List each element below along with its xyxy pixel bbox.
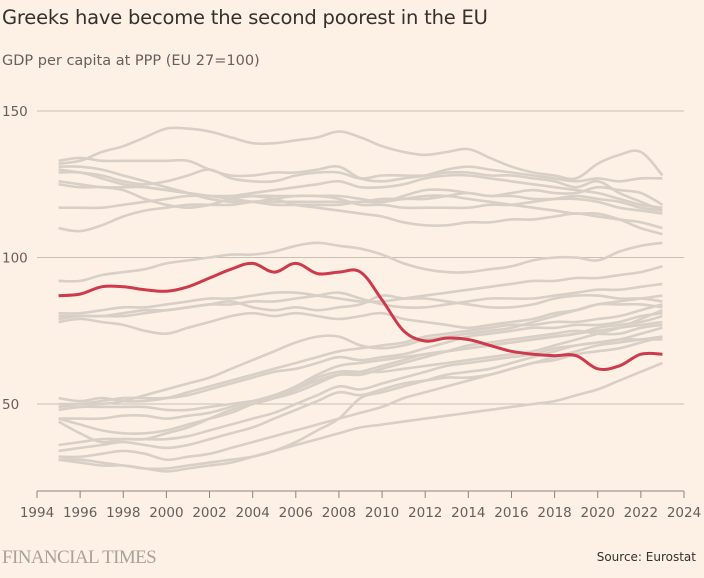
x-tick-label: 1996	[63, 505, 97, 521]
series-line-other-20	[57, 323, 663, 444]
x-tick-label: 2000	[149, 505, 183, 521]
x-tick-label: 2010	[365, 505, 399, 521]
x-tick-label: 2022	[624, 505, 658, 521]
x-tick-label: 2020	[581, 505, 615, 521]
x-tick-label: 2004	[235, 505, 269, 521]
series-line-other-24	[58, 337, 663, 471]
chart-subtitle: GDP per capita at PPP (EU 27=100)	[2, 53, 260, 69]
series-line-other-7	[58, 183, 663, 212]
series-line-other-10	[58, 241, 663, 283]
series-line-other-13	[58, 293, 663, 321]
x-tick-label: 2006	[279, 505, 313, 521]
series-line-other-25	[58, 361, 663, 473]
x-tick-label: 2018	[537, 505, 571, 521]
x-tick-label: 1994	[20, 505, 54, 521]
y-tick-label: 50	[2, 397, 19, 413]
y-axis: 50 100 150	[2, 104, 28, 413]
y-tick-label: 100	[2, 251, 28, 267]
x-tick-label: 2002	[192, 505, 226, 521]
series-line-other-22	[58, 335, 663, 453]
financial-times-logo: FINANCIAL TIMES	[2, 547, 157, 568]
other-countries-series	[57, 126, 664, 473]
chart-title: Greeks have become the second poorest in…	[2, 6, 488, 29]
y-tick-label: 150	[2, 104, 28, 120]
x-axis: 1994 1996 1998 2000 2002 2004 2006 2008 2010 2012…	[20, 490, 701, 521]
series-line-other-19	[58, 314, 663, 421]
greece-series	[58, 261, 663, 372]
x-tick-label: 2012	[408, 505, 442, 521]
series-line-greece	[58, 261, 663, 372]
series-line-other-3	[58, 165, 664, 206]
series-line-other-1	[58, 126, 664, 181]
x-tick-label: 1998	[106, 505, 140, 521]
series-line-other-15	[58, 302, 663, 406]
series-line-other-17	[58, 311, 663, 409]
source-note: Source: Eurostat	[596, 550, 696, 564]
x-tick-label: 2024	[667, 505, 701, 521]
series-line-other-4	[58, 168, 663, 212]
series-line-other-26	[58, 309, 663, 435]
series-line-other-8	[58, 194, 663, 230]
series-line-other-14	[58, 294, 663, 336]
series-line-other-11	[58, 265, 663, 315]
series-line-other-21	[58, 326, 663, 447]
x-tick-label: 2008	[322, 505, 356, 521]
x-tick-label: 2016	[494, 505, 528, 521]
series-line-other-9	[58, 194, 663, 236]
x-tick-label: 2014	[451, 505, 485, 521]
